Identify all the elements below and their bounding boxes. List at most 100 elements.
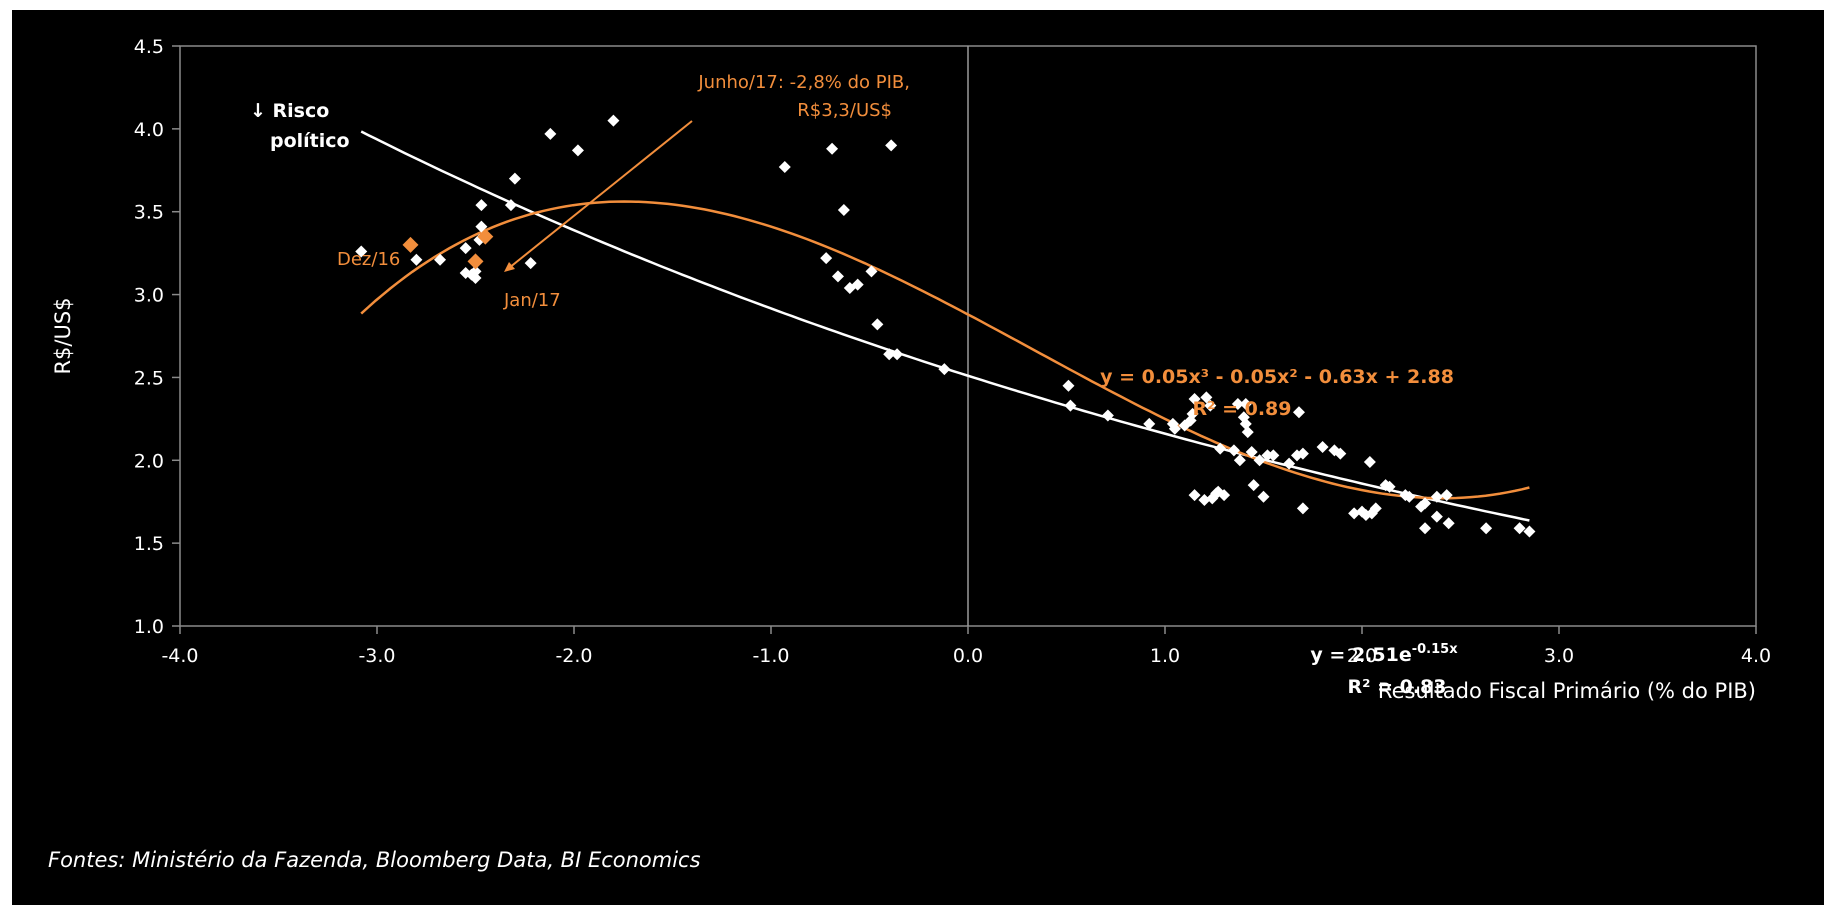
data-point [469, 265, 482, 278]
x-tick-label: 3.0 [1544, 645, 1574, 667]
dez16-label: Dez/16 [337, 249, 400, 270]
y-tick-label: 2.0 [134, 450, 164, 472]
risco-politico-label-1: ↓ Risco [250, 100, 329, 122]
data-point [1430, 510, 1443, 523]
data-point [1200, 391, 1213, 404]
data-point [826, 142, 839, 155]
source-note: Fontes: Ministério da Fazenda, Bloomberg… [48, 848, 701, 872]
data-point [1513, 522, 1526, 535]
data-point [1218, 489, 1231, 502]
poly-fit-line [360, 200, 1530, 500]
data-point [1430, 490, 1443, 503]
data-point [1267, 449, 1280, 462]
y-tick-label: 3.5 [134, 202, 164, 224]
data-point [1064, 399, 1077, 412]
data-point [355, 245, 368, 258]
data-point [504, 199, 517, 212]
data-point [1062, 379, 1075, 392]
data-point [1296, 447, 1309, 460]
x-tick-label: 4.0 [1741, 645, 1771, 667]
data-point [1101, 409, 1114, 422]
data-point [1403, 490, 1416, 503]
exp-fit-line [360, 130, 1530, 522]
data-point [434, 253, 447, 266]
data-point [475, 199, 488, 212]
data-point [1253, 454, 1266, 467]
data-point [1334, 447, 1347, 460]
data-point [778, 160, 791, 173]
poly-equation: y = 0.05x³ - 0.05x² - 0.63x + 2.88 [1100, 366, 1454, 388]
data-point [1239, 417, 1252, 430]
data-point [865, 265, 878, 278]
data-point [1231, 397, 1244, 410]
data-point [1369, 502, 1382, 515]
data-point [891, 348, 904, 361]
data-point [1188, 392, 1201, 405]
data-point [1316, 441, 1329, 454]
x-tick-label: -2.0 [555, 645, 592, 667]
data-points [355, 114, 1536, 538]
highlight-point [477, 228, 494, 245]
chart-panel: 1.0 1.5 2.0 2.5 3.0 3.5 4.0 4.5 -4.0 -3.0 -2.0 -1.… [12, 10, 1824, 905]
y-tick-label: 3.0 [134, 285, 164, 307]
x-tick-label: 2.0 [1347, 645, 1377, 667]
data-point [1233, 454, 1246, 467]
data-point [1143, 417, 1156, 430]
x-axis-title: Resultado Fiscal Primário (% do PIB) [1378, 679, 1756, 703]
data-point [1188, 489, 1201, 502]
junho17-arrow-line [508, 120, 693, 269]
data-point [1296, 502, 1309, 515]
junho17-arrowhead [504, 262, 515, 272]
polynomial-trendline [360, 200, 1530, 500]
x-tick-label: 0.0 [953, 645, 983, 667]
data-point [871, 318, 884, 331]
data-point [1480, 522, 1493, 535]
risco-politico-label-2: político [270, 130, 350, 152]
data-point [1186, 407, 1199, 420]
x-tick-label: -4.0 [161, 645, 198, 667]
data-point [820, 252, 833, 265]
junho17-label-1: Junho/17: -2,8% do PIB, [697, 72, 910, 93]
data-point [1363, 455, 1376, 468]
data-point [938, 363, 951, 376]
data-point [1198, 494, 1211, 507]
data-point [1168, 422, 1181, 435]
data-point [1247, 479, 1260, 492]
x-tick-label: -1.0 [752, 645, 789, 667]
data-point [885, 139, 898, 152]
data-point [1523, 525, 1536, 538]
x-tick-label: 1.0 [1150, 645, 1180, 667]
y-tick-label: 1.0 [134, 616, 164, 638]
data-point [607, 114, 620, 127]
exp-equation-exponent: -0.15x [1412, 642, 1458, 657]
junho17-label-2: R$3,3/US$ [797, 100, 892, 121]
data-point [410, 253, 423, 266]
data-point [837, 204, 850, 217]
scatter-chart: 1.0 1.5 2.0 2.5 3.0 3.5 4.0 4.5 -4.0 -3.0 -2.0 -1.… [48, 36, 1771, 872]
data-point [1214, 442, 1227, 455]
data-point [1204, 399, 1217, 412]
data-point [1245, 446, 1258, 458]
data-point [1442, 517, 1455, 530]
data-point [524, 257, 537, 270]
exp-equation: y = 2.51e-0.15x [1310, 642, 1458, 666]
y-tick-label: 1.5 [134, 533, 164, 555]
y-tick-label: 2.5 [134, 367, 164, 389]
jan17-label: Jan/17 [503, 290, 561, 311]
data-point [571, 144, 584, 157]
data-point [469, 272, 482, 284]
data-point [1283, 457, 1296, 470]
y-axis-ticks: 1.0 1.5 2.0 2.5 3.0 3.5 4.0 4.5 [134, 36, 180, 638]
y-tick-label: 4.5 [134, 36, 164, 58]
data-point [459, 242, 472, 255]
y-tick-label: 4.0 [134, 119, 164, 141]
data-point [1239, 397, 1252, 410]
exp-r2: R² = 0.83 [1348, 676, 1447, 698]
poly-r2: R² = 0.89 [1193, 398, 1292, 420]
x-tick-label: -3.0 [358, 645, 395, 667]
data-point [544, 127, 557, 140]
data-point [883, 348, 896, 361]
data-point [1241, 426, 1254, 439]
data-point [1227, 444, 1240, 457]
data-point [1383, 480, 1396, 493]
